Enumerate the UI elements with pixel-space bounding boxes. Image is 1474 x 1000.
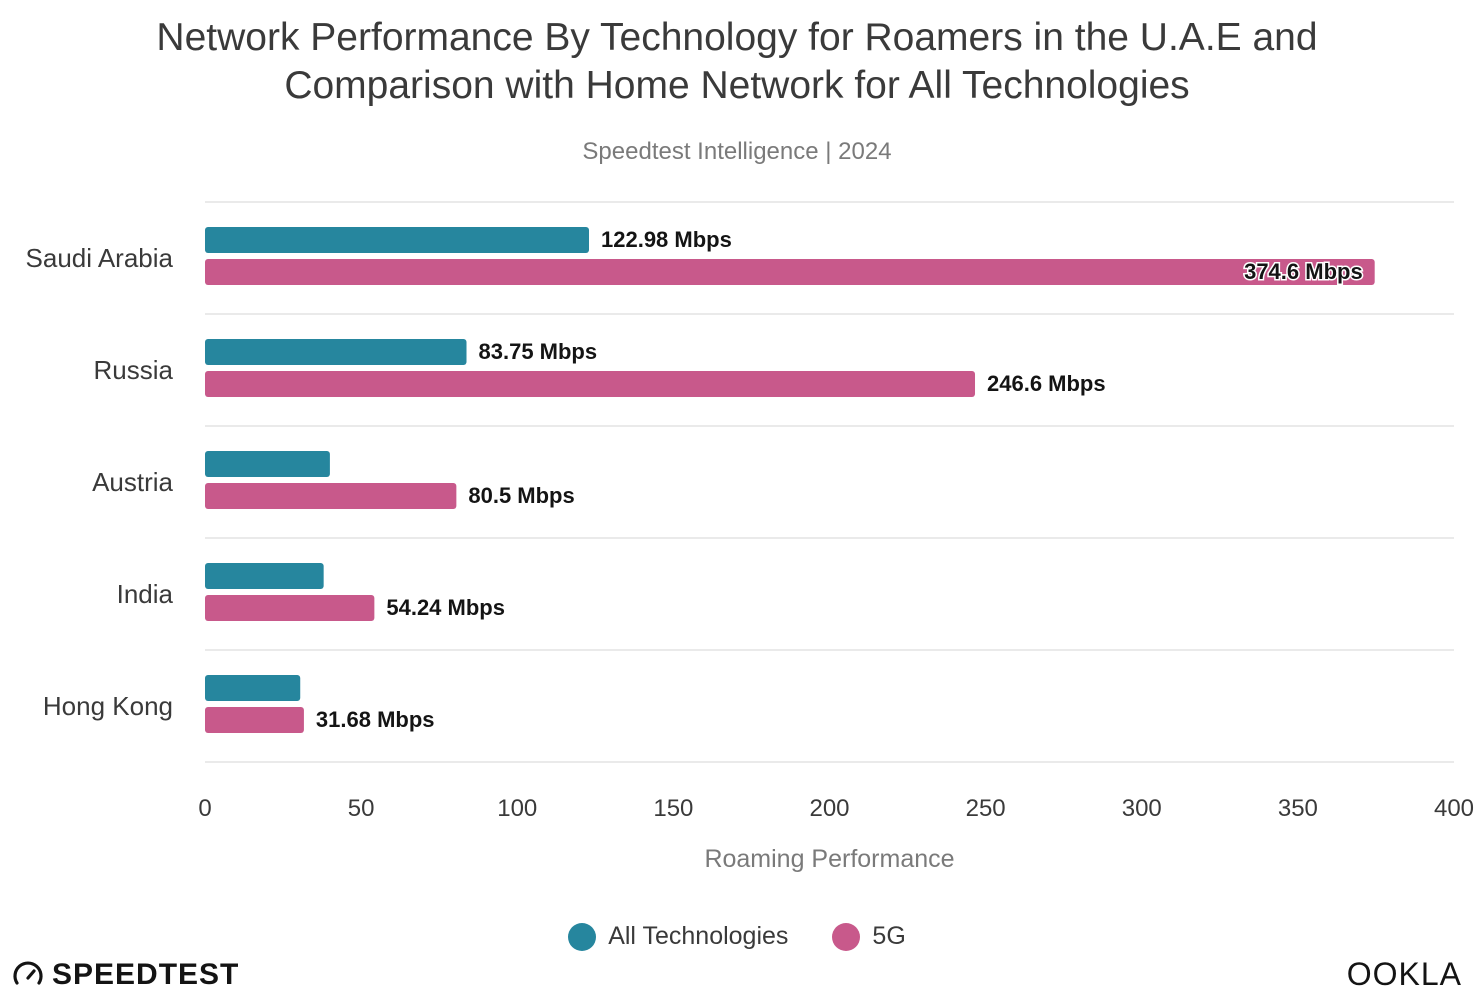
chart-title-line-1: Network Performance By Technology for Ro… bbox=[156, 16, 1318, 59]
legend-item-all-technologies[interactable]: All Technologies bbox=[568, 922, 788, 951]
bar bbox=[205, 227, 590, 253]
legend-swatch-all-technologies bbox=[568, 922, 597, 951]
category-label: Russia bbox=[94, 355, 174, 385]
chart-subtitle: Speedtest Intelligence | 2024 bbox=[582, 138, 892, 165]
legend-item-5g[interactable]: 5G bbox=[832, 922, 906, 951]
bar bbox=[205, 483, 457, 509]
speedtest-logo: SPEEDTEST bbox=[12, 958, 239, 992]
ookla-logo: OOKLA bbox=[1346, 956, 1462, 992]
data-label: 374.6 Mbps bbox=[1244, 259, 1363, 284]
category-label: India bbox=[117, 579, 174, 609]
category-label: Hong Kong bbox=[43, 691, 173, 721]
category-label: Austria bbox=[92, 467, 173, 497]
data-label: 83.75 Mbps bbox=[479, 339, 598, 364]
x-tick-label: 0 bbox=[198, 795, 211, 822]
bar bbox=[205, 563, 324, 589]
legend: All Technologies 5G bbox=[0, 922, 1474, 951]
data-label: 246.6 Mbps bbox=[987, 371, 1106, 396]
legend-swatch-5g bbox=[832, 922, 861, 951]
bar bbox=[205, 451, 330, 477]
chart-title: Network Performance By Technology for Ro… bbox=[0, 14, 1474, 110]
speedometer-icon bbox=[13, 961, 43, 985]
x-tick-label: 200 bbox=[809, 795, 849, 822]
x-tick-label: 300 bbox=[1122, 795, 1162, 822]
x-tick-label: 400 bbox=[1434, 795, 1474, 822]
speedtest-logo-text: SPEEDTEST bbox=[52, 958, 240, 991]
category-label: Saudi Arabia bbox=[26, 243, 174, 273]
chart-title-line-2: Comparison with Home Network for All Tec… bbox=[284, 64, 1190, 107]
x-tick-label: 250 bbox=[966, 795, 1006, 822]
legend-label-all-technologies: All Technologies bbox=[608, 922, 789, 950]
bar-chart: Saudi Arabia 122.98 Mbps 374.6 Mbps Russia 8… bbox=[26, 201, 1474, 873]
bar bbox=[205, 675, 301, 701]
bar bbox=[205, 371, 976, 397]
bar bbox=[205, 259, 1375, 285]
x-axis-label: Roaming Performance bbox=[704, 845, 954, 873]
data-label: 122.98 Mbps bbox=[601, 227, 732, 252]
x-tick-label: 50 bbox=[348, 795, 375, 822]
x-tick-label: 100 bbox=[497, 795, 537, 822]
data-label: 80.5 Mbps bbox=[468, 483, 574, 508]
bar bbox=[205, 707, 304, 733]
data-label: 31.68 Mbps bbox=[316, 707, 435, 732]
legend-label-5g: 5G bbox=[872, 922, 906, 950]
bar bbox=[205, 595, 375, 621]
x-tick-label: 350 bbox=[1278, 795, 1318, 822]
x-tick-label: 150 bbox=[653, 795, 693, 822]
bar bbox=[205, 339, 467, 365]
data-label: 54.24 Mbps bbox=[386, 595, 505, 620]
